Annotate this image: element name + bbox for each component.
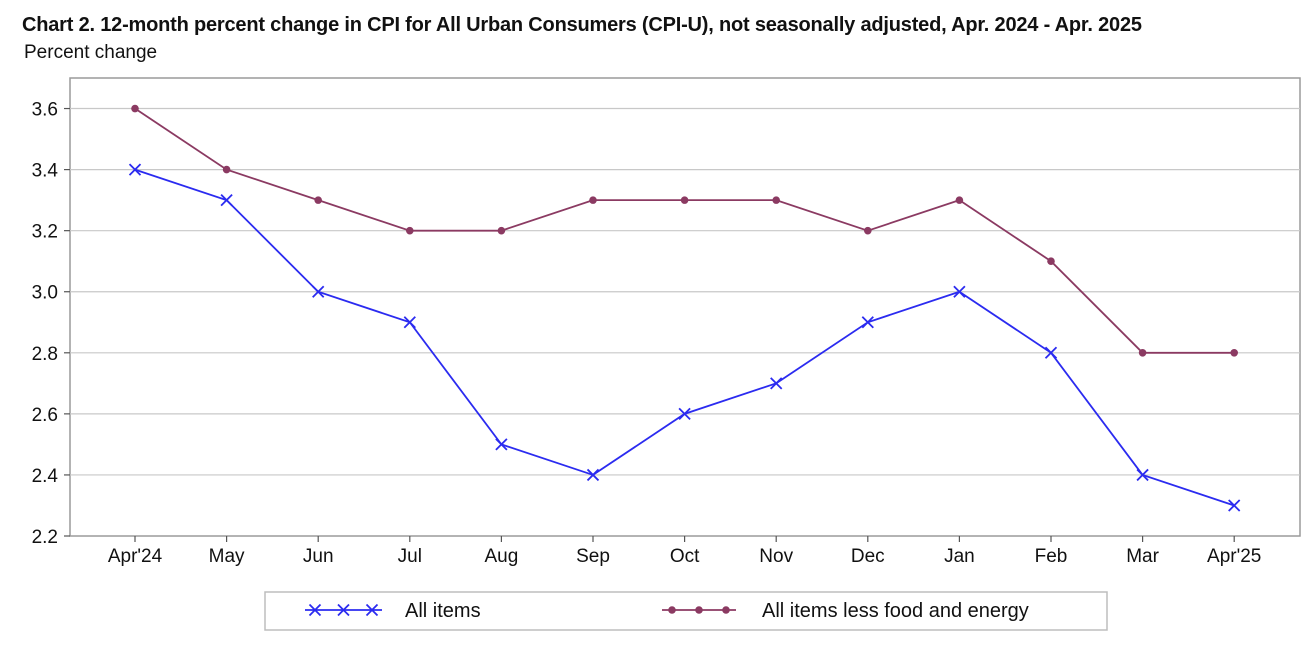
data-point-marker bbox=[586, 468, 600, 482]
legend-item: All items less food and energy bbox=[662, 600, 1029, 622]
data-point-marker bbox=[772, 196, 780, 204]
data-point-marker bbox=[1044, 346, 1058, 359]
legend-label: All items bbox=[405, 600, 481, 622]
data-point-marker bbox=[497, 226, 506, 235]
y-tick-label: 3.4 bbox=[32, 161, 59, 182]
legend-marker bbox=[695, 606, 703, 614]
data-point-marker bbox=[678, 407, 691, 421]
x-tick-label: May bbox=[209, 546, 245, 567]
x-tick-label: Apr'24 bbox=[108, 546, 163, 567]
chart-subtitle: Percent change bbox=[24, 42, 158, 63]
data-point-marker bbox=[861, 316, 874, 329]
y-tick-label: 2.8 bbox=[32, 344, 58, 365]
x-tick-label: Apr'25 bbox=[1207, 546, 1261, 567]
x-tick-label: Jun bbox=[303, 546, 334, 567]
series-all-items bbox=[128, 163, 1241, 512]
data-point-marker bbox=[406, 226, 414, 235]
legend-marker bbox=[668, 606, 676, 614]
x-tick-label: Nov bbox=[759, 546, 793, 567]
data-point-marker bbox=[495, 438, 508, 451]
x-tick-label: Mar bbox=[1126, 546, 1159, 567]
data-point-marker bbox=[589, 196, 597, 204]
x-tick-label: Aug bbox=[484, 546, 518, 567]
y-tick-label: 2.4 bbox=[32, 466, 59, 487]
data-point-marker bbox=[403, 316, 416, 329]
series-group bbox=[128, 104, 1241, 512]
data-point-marker bbox=[220, 193, 233, 207]
x-tick-label: Jul bbox=[398, 546, 422, 567]
data-point-marker bbox=[680, 196, 689, 204]
y-tick-label: 3.2 bbox=[32, 222, 58, 243]
data-point-marker bbox=[312, 285, 325, 298]
data-point-marker bbox=[1228, 499, 1241, 512]
chart-title: Chart 2. 12-month percent change in CPI … bbox=[22, 14, 1142, 36]
data-point-marker bbox=[1230, 349, 1238, 357]
data-point-marker bbox=[864, 226, 872, 235]
x-tick-label: Jan bbox=[944, 546, 975, 567]
data-point-marker bbox=[1138, 349, 1147, 357]
y-tick-label: 3.0 bbox=[32, 283, 58, 304]
legend-marker bbox=[308, 603, 322, 617]
y-tick-label: 3.6 bbox=[32, 100, 58, 121]
data-point-marker bbox=[1047, 257, 1055, 266]
data-point-marker bbox=[222, 165, 231, 174]
x-tick-label: Sep bbox=[576, 546, 610, 567]
data-point-marker bbox=[955, 196, 964, 204]
legend-marker bbox=[337, 603, 350, 617]
legend: All items All items less food and energy bbox=[264, 591, 1108, 631]
data-point-marker bbox=[953, 285, 966, 298]
data-point-marker bbox=[128, 163, 142, 176]
legend-label: All items less food and energy bbox=[762, 600, 1029, 622]
legend-item: All items bbox=[305, 600, 481, 622]
legend-marker bbox=[365, 603, 379, 617]
x-tick-label: Feb bbox=[1035, 546, 1068, 567]
y-tick-label: 2.2 bbox=[32, 527, 58, 548]
data-point-marker bbox=[1136, 468, 1149, 482]
data-point-marker bbox=[314, 196, 323, 204]
data-point-marker bbox=[131, 104, 139, 113]
x-tick-label: Oct bbox=[670, 546, 700, 567]
y-tick-label: 2.6 bbox=[32, 405, 58, 426]
legend-box bbox=[264, 591, 1108, 631]
x-tick-label: Dec bbox=[851, 546, 885, 567]
axes: 2.2 2.4 2.6 2.8 3.0 3.2 3.4 3.6 Apr'24 May Jun Jul A… bbox=[32, 100, 1262, 567]
data-point-marker bbox=[770, 377, 783, 390]
legend-marker bbox=[722, 606, 730, 614]
gridlines bbox=[70, 107, 1300, 476]
plot-frame bbox=[69, 77, 1301, 537]
series-core bbox=[131, 104, 1238, 357]
